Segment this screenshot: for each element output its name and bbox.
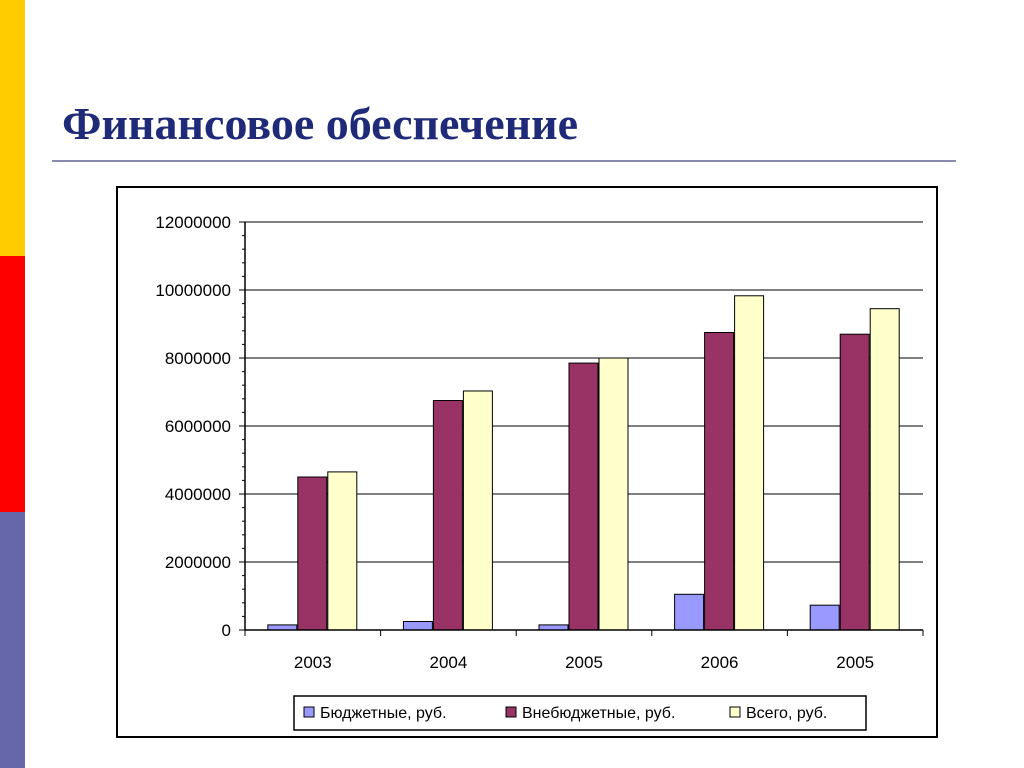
- legend-swatch: [729, 706, 741, 718]
- bar-2: [432, 400, 463, 631]
- title-divider: [52, 160, 956, 162]
- slide-title: Финансовое обеспечение: [62, 98, 579, 149]
- bar-3: [734, 295, 765, 631]
- y-tick-label: 2000000: [165, 553, 231, 572]
- legend-swatch: [505, 706, 517, 718]
- y-tick-label: 10000000: [155, 281, 231, 300]
- x-tick-label: 2005: [565, 653, 603, 672]
- x-tick-label: 2003: [294, 653, 332, 672]
- y-tick-label: 4000000: [165, 485, 231, 504]
- accent-strip-blue: [0, 512, 25, 768]
- bar-3: [869, 308, 900, 631]
- bar-2: [704, 332, 735, 631]
- bar-1: [402, 621, 433, 631]
- bar-3: [598, 357, 629, 631]
- legend-swatch: [303, 706, 315, 718]
- bar-3: [327, 471, 358, 631]
- bar-2: [568, 362, 599, 631]
- accent-strip-red: [0, 256, 25, 512]
- x-tick-label: 2004: [429, 653, 467, 672]
- bar-1: [674, 593, 705, 631]
- legend-label: Внебюджетные, руб.: [522, 705, 675, 722]
- legend-label: Бюджетные, руб.: [320, 705, 447, 722]
- y-tick-label: 12000000: [155, 213, 231, 232]
- bar-1: [809, 604, 840, 631]
- bar-1: [538, 624, 569, 631]
- bar-1: [267, 624, 298, 631]
- legend-label: Всего, руб.: [746, 705, 827, 722]
- bar-2: [297, 476, 328, 631]
- bar-3: [462, 390, 493, 631]
- bar-chart: 0 2000000 4000000 6000000 8000000 10000000 120…: [155, 213, 924, 731]
- y-tick-label: 8000000: [165, 349, 231, 368]
- chart-frame: 0 2000000 4000000 6000000 8000000 10000000 120…: [116, 186, 938, 738]
- bar-2: [839, 333, 870, 631]
- x-tick-label: 2006: [701, 653, 739, 672]
- y-tick-label: 0: [222, 621, 231, 640]
- legend-box: [293, 695, 867, 731]
- y-tick-label: 6000000: [165, 417, 231, 436]
- accent-strip-yellow: [0, 0, 25, 256]
- x-tick-label: 2005: [836, 653, 874, 672]
